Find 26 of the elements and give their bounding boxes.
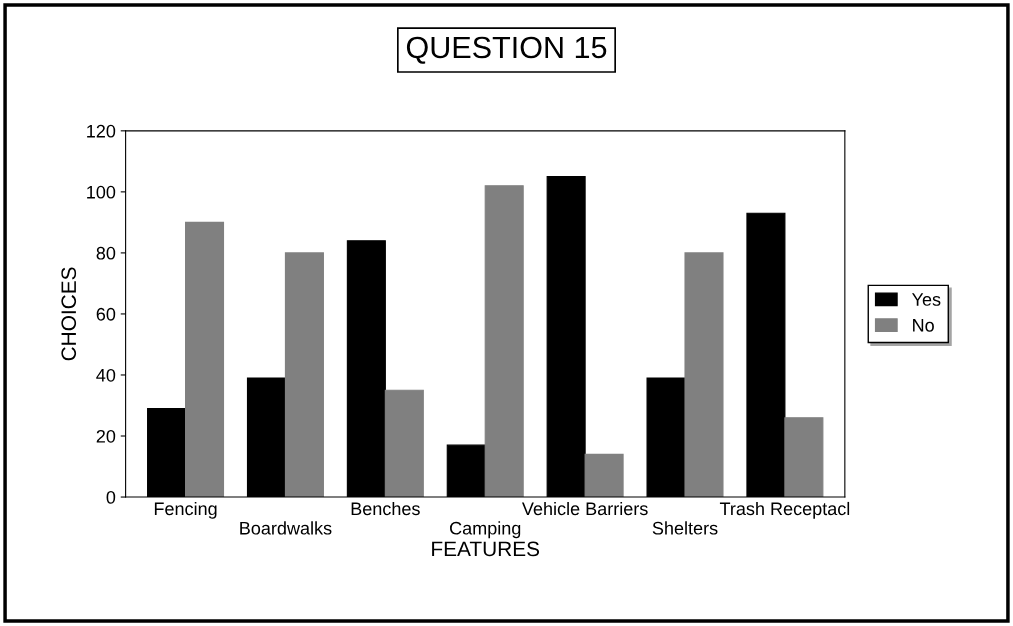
x-tick-label: Camping bbox=[450, 521, 521, 539]
y-tick-label: 40 bbox=[96, 368, 116, 382]
legend-label: Yes bbox=[911, 293, 941, 306]
bar bbox=[484, 185, 524, 498]
y-tick-label: 100 bbox=[87, 185, 116, 199]
y-axis-title: CHOICES bbox=[61, 267, 77, 361]
bar bbox=[384, 389, 424, 498]
bar bbox=[784, 417, 824, 498]
x-tick-label: Vehicle Barriers bbox=[521, 501, 648, 516]
y-tick-label: 60 bbox=[96, 307, 116, 321]
bar bbox=[684, 252, 724, 498]
x-tick-label: Shelters bbox=[652, 521, 718, 535]
chart-title: QUESTION 15 bbox=[406, 36, 607, 64]
y-tick-label: 20 bbox=[96, 429, 116, 443]
y-tick-label: 120 bbox=[87, 124, 116, 138]
x-tick-label: Boardwalks bbox=[240, 521, 332, 535]
bar bbox=[184, 221, 225, 498]
x-tick-label: Fencing bbox=[154, 501, 217, 519]
x-tick-label: Trash Receptacl bbox=[719, 501, 850, 519]
bar bbox=[284, 252, 324, 498]
y-tick-label: 0 bbox=[106, 490, 116, 504]
bar bbox=[584, 453, 624, 498]
y-tick-label: 80 bbox=[96, 246, 116, 260]
legend-label: No bbox=[913, 319, 934, 332]
x-tick-label: Benches bbox=[351, 501, 420, 516]
x-axis-title: FEATURES bbox=[432, 541, 540, 557]
